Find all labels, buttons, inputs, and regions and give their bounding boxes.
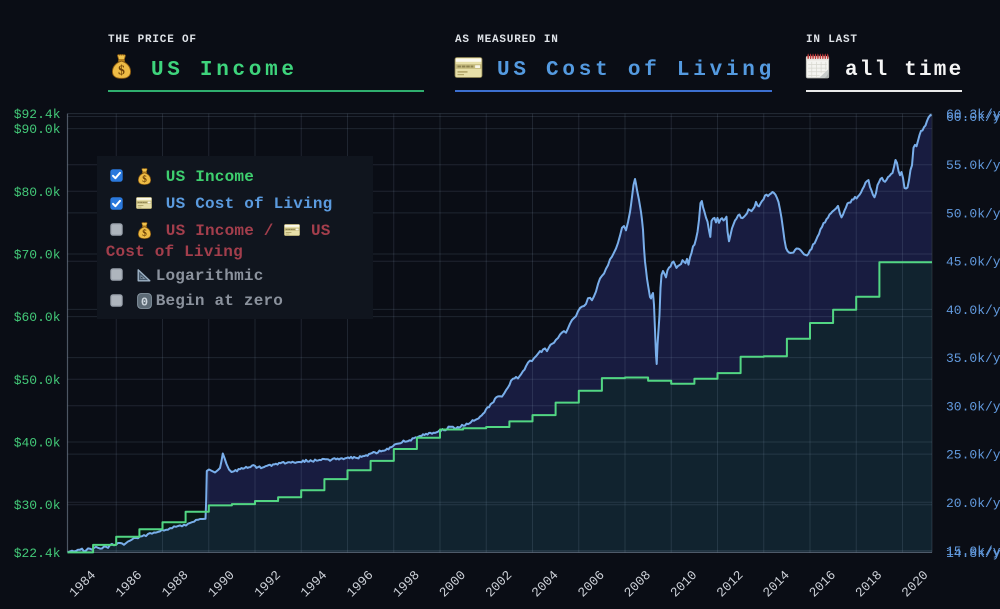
svg-text:$: $ [118,62,125,77]
svg-text:30.0k/y: 30.0k/y [946,399,1000,414]
svg-text:2006: 2006 [575,568,608,601]
svg-text:1994: 1994 [298,568,331,601]
svg-text:2018: 2018 [853,568,886,601]
svg-text:2014: 2014 [760,568,793,601]
svg-text:2000: 2000 [436,568,469,601]
svg-text:2004: 2004 [529,568,562,601]
svg-text:40.0k/y: 40.0k/y [946,303,1000,318]
svg-text:$92.4k: $92.4k [14,107,61,122]
svg-text:$90.0k: $90.0k [14,122,61,137]
svg-text:55.0k/y: 55.0k/y [946,158,1000,173]
svg-text:20.0k/y: 20.0k/y [946,496,1000,511]
svg-text:$: $ [142,173,147,183]
svg-text:1984: 1984 [66,568,99,601]
svg-text:1996: 1996 [344,568,377,601]
svg-text:2016: 2016 [806,568,839,601]
svg-text:$22.4k: $22.4k [14,546,61,561]
svg-text:50.0k/y: 50.0k/y [946,206,1000,221]
svg-text:$50.0k: $50.0k [14,373,61,388]
svg-text:2012: 2012 [714,568,747,601]
svg-text:$: $ [142,227,147,237]
svg-text:1988: 1988 [159,568,192,601]
svg-text:15.0k/y: 15.0k/y [946,544,1000,559]
svg-text:2020: 2020 [899,568,932,601]
svg-text:1992: 1992 [251,568,284,601]
svg-text:2008: 2008 [621,568,654,601]
svg-text:25.0k/y: 25.0k/y [946,448,1000,463]
svg-text:35.0k/y: 35.0k/y [946,351,1000,366]
svg-text:1998: 1998 [390,568,423,601]
svg-text:60.3k/y: 60.3k/y [946,107,1000,122]
svg-text:$80.0k: $80.0k [14,185,61,200]
svg-text:$60.0k: $60.0k [14,310,61,325]
svg-text:$30.0k: $30.0k [14,498,61,513]
svg-text:$40.0k: $40.0k [14,436,61,451]
svg-text:14.8k/y: 14.8k/y [946,546,1000,561]
svg-text:2010: 2010 [668,568,701,601]
svg-text:2002: 2002 [483,568,516,601]
svg-text:1986: 1986 [113,568,146,601]
svg-text:45.0k/y: 45.0k/y [946,255,1000,270]
svg-text:$70.0k: $70.0k [14,248,61,263]
svg-text:60.0k/y: 60.0k/y [946,110,1000,125]
svg-text:1990: 1990 [205,568,238,601]
svg-text:0: 0 [141,295,148,309]
